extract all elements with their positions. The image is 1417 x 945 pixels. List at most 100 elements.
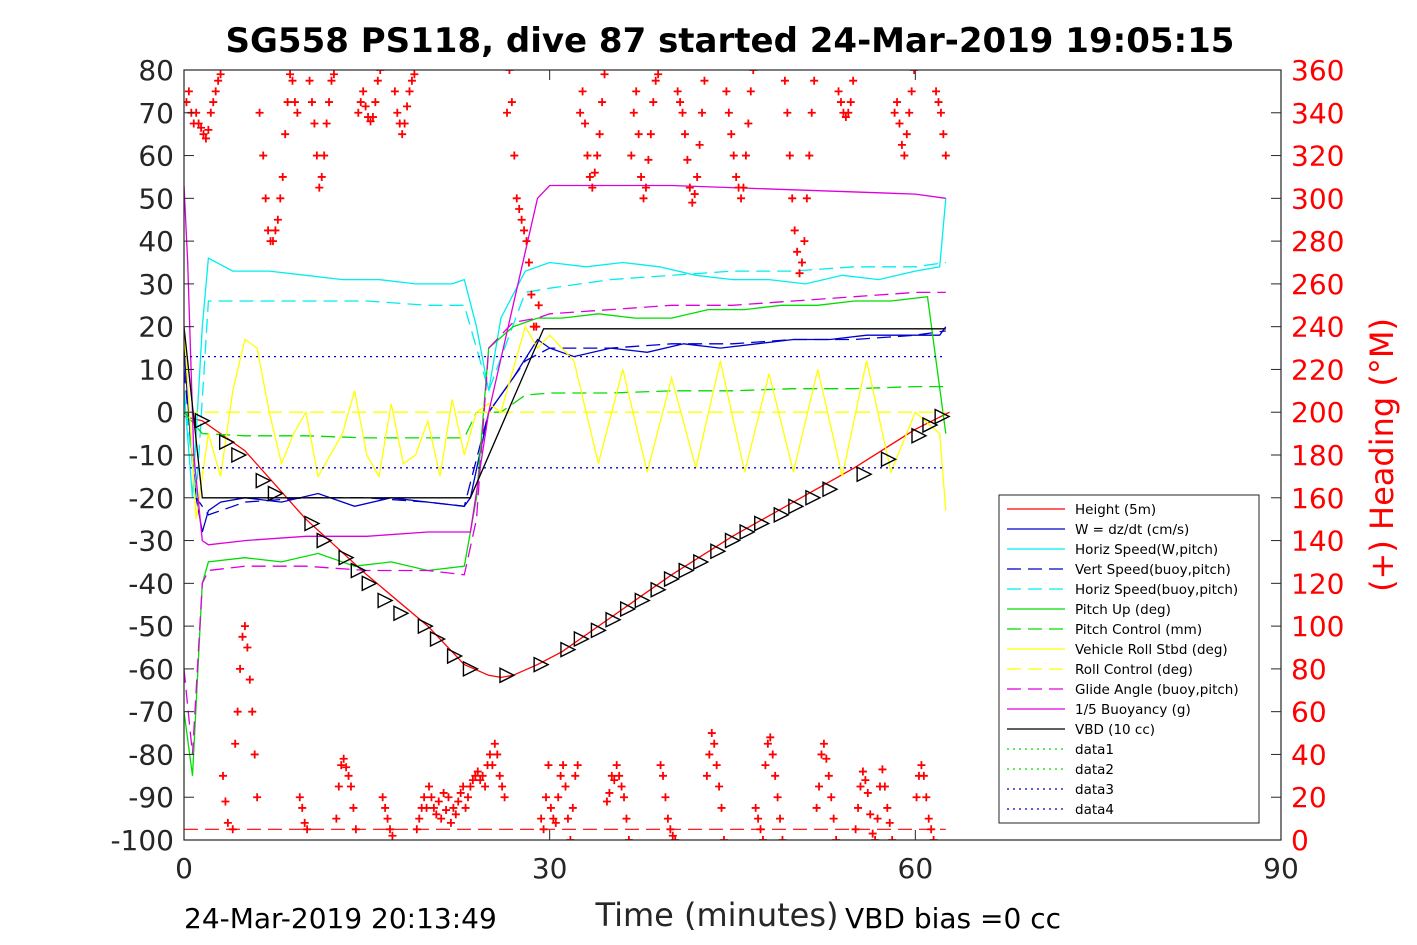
heading-point (668, 831, 677, 840)
heading-point (871, 836, 880, 840)
heading-point (810, 76, 819, 85)
y-tick-label: 40 (138, 225, 174, 258)
heading-point (471, 771, 480, 780)
heading-point (537, 814, 546, 823)
heading-point (815, 782, 824, 791)
heading-point (512, 194, 521, 203)
heading-point (253, 793, 262, 802)
heading-point (349, 803, 358, 812)
heading-point (320, 151, 329, 160)
heading-point (542, 793, 551, 802)
heading-point (346, 782, 355, 791)
heading-point (334, 782, 343, 791)
heading-point (612, 761, 621, 770)
heading-point (376, 70, 385, 74)
heading-point (910, 70, 919, 74)
heading-point (209, 98, 218, 107)
heading-point (834, 87, 843, 96)
heading-point (595, 130, 604, 139)
sample-marker (739, 523, 756, 541)
sample-marker (316, 532, 333, 549)
y-tick-label: 70 (138, 97, 174, 130)
heading-point (707, 729, 716, 738)
heading-point (856, 782, 865, 791)
heading-point (551, 818, 560, 827)
heading-point (184, 87, 193, 96)
heading-point (315, 183, 324, 192)
heading-point (432, 810, 441, 819)
heading-point (795, 269, 804, 278)
y-tick-label: 50 (138, 182, 174, 215)
heading-point (498, 782, 507, 791)
sample-marker (724, 532, 742, 549)
heading-point (556, 771, 565, 780)
heading-point (238, 632, 247, 641)
heading-point (520, 226, 529, 235)
heading-point (214, 76, 223, 85)
heading-point (437, 814, 446, 823)
footer-timestamp: 24-Mar-2019 20:13:49 (184, 902, 497, 935)
heading-point (607, 771, 616, 780)
heading-point (924, 814, 933, 823)
x-tick-label: 0 (175, 852, 193, 885)
heading-point (405, 87, 414, 96)
sample-marker (267, 485, 284, 502)
sample-marker (911, 427, 928, 444)
heading-point (566, 836, 575, 840)
heading-point (702, 771, 711, 780)
series-line-3 (184, 330, 946, 516)
heading-point (890, 108, 899, 117)
heading-point (403, 102, 412, 111)
heading-point (797, 258, 806, 267)
heading-point (710, 739, 719, 748)
heading-point (585, 172, 594, 181)
heading-point (559, 761, 568, 770)
sample-marker (619, 600, 637, 618)
heading-point (407, 76, 416, 85)
sample-marker (693, 553, 710, 571)
legend-label: Roll Control (deg) (1075, 662, 1193, 678)
heading-point (878, 765, 887, 774)
legend-label: Height (5m) (1075, 502, 1156, 518)
x-tick-label: 60 (898, 852, 934, 885)
series-line-9 (184, 291, 946, 755)
y2-tick-label: 160 (1291, 482, 1344, 515)
heading-point (503, 108, 512, 117)
legend-label: Vehicle Roll Stbd (deg) (1075, 642, 1228, 658)
heading-point (705, 750, 714, 759)
legend-label: Pitch Up (deg) (1075, 602, 1171, 618)
legend: Height (5m) W = dz/dt (cm/s) Horiz Speed(W… (998, 494, 1260, 824)
heading-point (271, 226, 280, 235)
sample-marker (560, 641, 577, 658)
heading-point (248, 707, 257, 716)
heading-point (233, 707, 242, 716)
series-line-2 (184, 198, 947, 498)
heading-point (351, 825, 360, 834)
y-tick-label: -60 (128, 653, 174, 686)
heading-point (700, 76, 709, 85)
y2-tick-label: 140 (1291, 525, 1344, 558)
y-tick-label: 60 (138, 140, 174, 173)
heading-point (902, 130, 911, 139)
heading-point (451, 810, 460, 819)
heading-point (739, 183, 748, 192)
heading-point (245, 675, 254, 684)
heading-point (605, 788, 614, 797)
heading-point (688, 198, 697, 207)
heading-point (390, 87, 399, 96)
heading-point (646, 130, 655, 139)
heading-point (868, 829, 877, 838)
heading-point (824, 771, 833, 780)
heading-point (793, 247, 802, 256)
heading-point (773, 793, 782, 802)
sample-marker (805, 489, 822, 506)
heading-point (844, 108, 853, 117)
heading-point (634, 130, 643, 139)
heading-point (378, 793, 387, 802)
legend-label: Pitch Control (mm) (1075, 622, 1202, 638)
heading-point (729, 151, 738, 160)
heading-point (861, 776, 870, 785)
legend-label: Glide Angle (buoy,pitch) (1075, 682, 1239, 698)
heading-point (488, 761, 497, 770)
sample-marker (255, 472, 272, 489)
